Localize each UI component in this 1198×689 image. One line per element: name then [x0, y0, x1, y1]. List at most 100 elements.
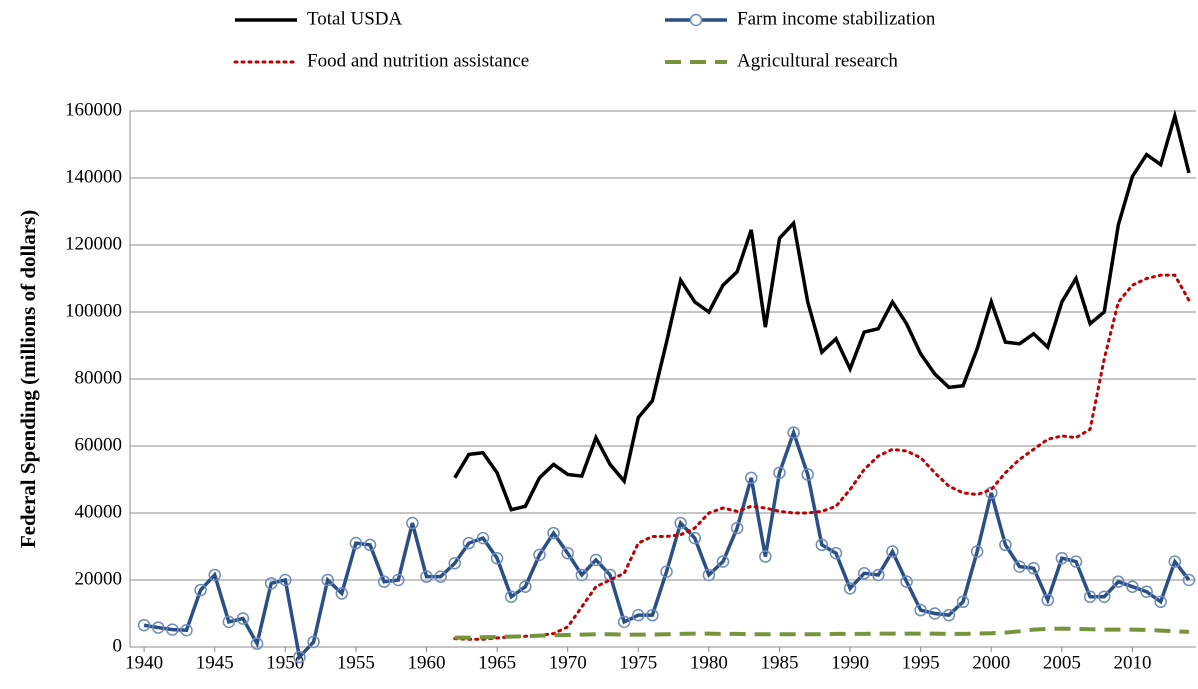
series-marker	[561, 546, 574, 560]
series-marker	[533, 548, 546, 562]
series-line	[143, 427, 1191, 661]
x-tick-label: 1970	[549, 652, 587, 673]
x-tick-label: 1950	[266, 652, 304, 673]
series-marker	[166, 623, 179, 636]
x-tick-label: 1990	[831, 652, 869, 673]
series-marker	[900, 575, 913, 588]
series-marker	[702, 568, 716, 582]
series-marker	[180, 624, 193, 637]
series-marker	[1027, 562, 1040, 575]
legend-label: Farm income stabilization	[737, 8, 936, 29]
series-marker	[575, 568, 589, 582]
series-marker	[1013, 560, 1026, 573]
series-marker	[773, 466, 786, 480]
series-marker	[857, 567, 871, 580]
x-tick-label: 1995	[902, 652, 940, 673]
series-marker	[363, 538, 377, 552]
series-marker	[307, 635, 320, 649]
series-marker	[490, 551, 504, 565]
series-marker	[434, 570, 447, 583]
series-marker	[504, 590, 518, 603]
series-marker	[137, 618, 151, 632]
series-marker	[872, 568, 885, 582]
series-marker	[914, 603, 927, 617]
y-tick-label: 40000	[75, 501, 123, 522]
series-marker	[928, 607, 942, 620]
series-marker	[1126, 580, 1139, 593]
legend-label: Agricultural research	[737, 50, 898, 71]
legend-label: Food and nutrition assistance	[307, 50, 529, 71]
series-marker	[1140, 585, 1153, 598]
y-tick-label: 80000	[75, 367, 123, 388]
series-marker	[1112, 575, 1125, 588]
series-marker	[801, 468, 814, 481]
series-line	[454, 626, 1190, 640]
series-marker	[420, 570, 433, 583]
series-line	[453, 109, 1191, 512]
series-marker	[1055, 551, 1069, 565]
series-marker	[476, 531, 490, 545]
x-tick-label: 2000	[972, 652, 1010, 673]
series-marker	[617, 615, 631, 629]
series-marker	[744, 471, 758, 485]
series-marker	[321, 573, 334, 587]
x-tick-label: 2010	[1113, 652, 1151, 673]
series-marker	[603, 568, 617, 582]
series-marker	[293, 650, 306, 664]
series-marker	[279, 573, 292, 587]
series-marker	[1097, 590, 1111, 603]
series-marker	[688, 531, 702, 545]
series-marker	[208, 568, 221, 582]
series-marker	[1041, 593, 1054, 607]
series-marker	[335, 587, 349, 600]
series-marker	[787, 426, 800, 439]
x-tick-label: 2005	[1043, 652, 1081, 673]
series-marker	[222, 615, 236, 629]
x-tick-label: 1940	[125, 652, 163, 673]
series-marker	[377, 575, 391, 588]
x-tick-label: 1960	[408, 652, 446, 673]
series-marker	[264, 577, 278, 590]
series-marker	[349, 536, 363, 550]
x-tick-label: 1965	[478, 652, 516, 673]
legend-marker	[689, 13, 703, 27]
y-tick-label: 100000	[65, 300, 122, 321]
y-tick-label: 120000	[65, 233, 122, 254]
series-marker	[730, 521, 744, 535]
series-marker	[462, 536, 476, 550]
x-tick-label: 1980	[690, 652, 728, 673]
series-marker	[1154, 595, 1167, 609]
series-marker	[829, 546, 843, 560]
series-marker	[1069, 555, 1083, 568]
series-marker	[674, 516, 687, 530]
legend-label: Total USDA	[307, 8, 403, 29]
series-marker	[1083, 590, 1097, 603]
series-marker	[632, 608, 645, 622]
series-line	[453, 273, 1191, 641]
series-marker	[942, 608, 956, 622]
x-tick-label: 1955	[337, 652, 375, 673]
x-tick-label: 1985	[760, 652, 798, 673]
series-marker	[236, 612, 250, 625]
series-marker	[759, 550, 772, 563]
y-tick-label: 160000	[65, 99, 122, 120]
series-marker	[815, 538, 829, 552]
series-marker	[716, 555, 730, 568]
series-marker	[1182, 573, 1196, 587]
series-marker	[406, 516, 419, 530]
series-marker	[886, 545, 899, 558]
series-marker	[660, 565, 673, 578]
y-axis-label: Federal Spending (millions of dollars)	[16, 210, 40, 548]
series-marker	[970, 545, 984, 558]
series-marker	[519, 580, 532, 593]
x-tick-label: 1945	[196, 652, 234, 673]
series-marker	[646, 608, 659, 622]
y-tick-label: 0	[113, 635, 123, 656]
series-marker	[1168, 555, 1182, 568]
y-tick-label: 60000	[75, 434, 123, 455]
series-marker	[151, 621, 165, 634]
y-tick-label: 20000	[75, 568, 123, 589]
series-marker	[589, 553, 603, 567]
series-marker	[843, 582, 857, 595]
